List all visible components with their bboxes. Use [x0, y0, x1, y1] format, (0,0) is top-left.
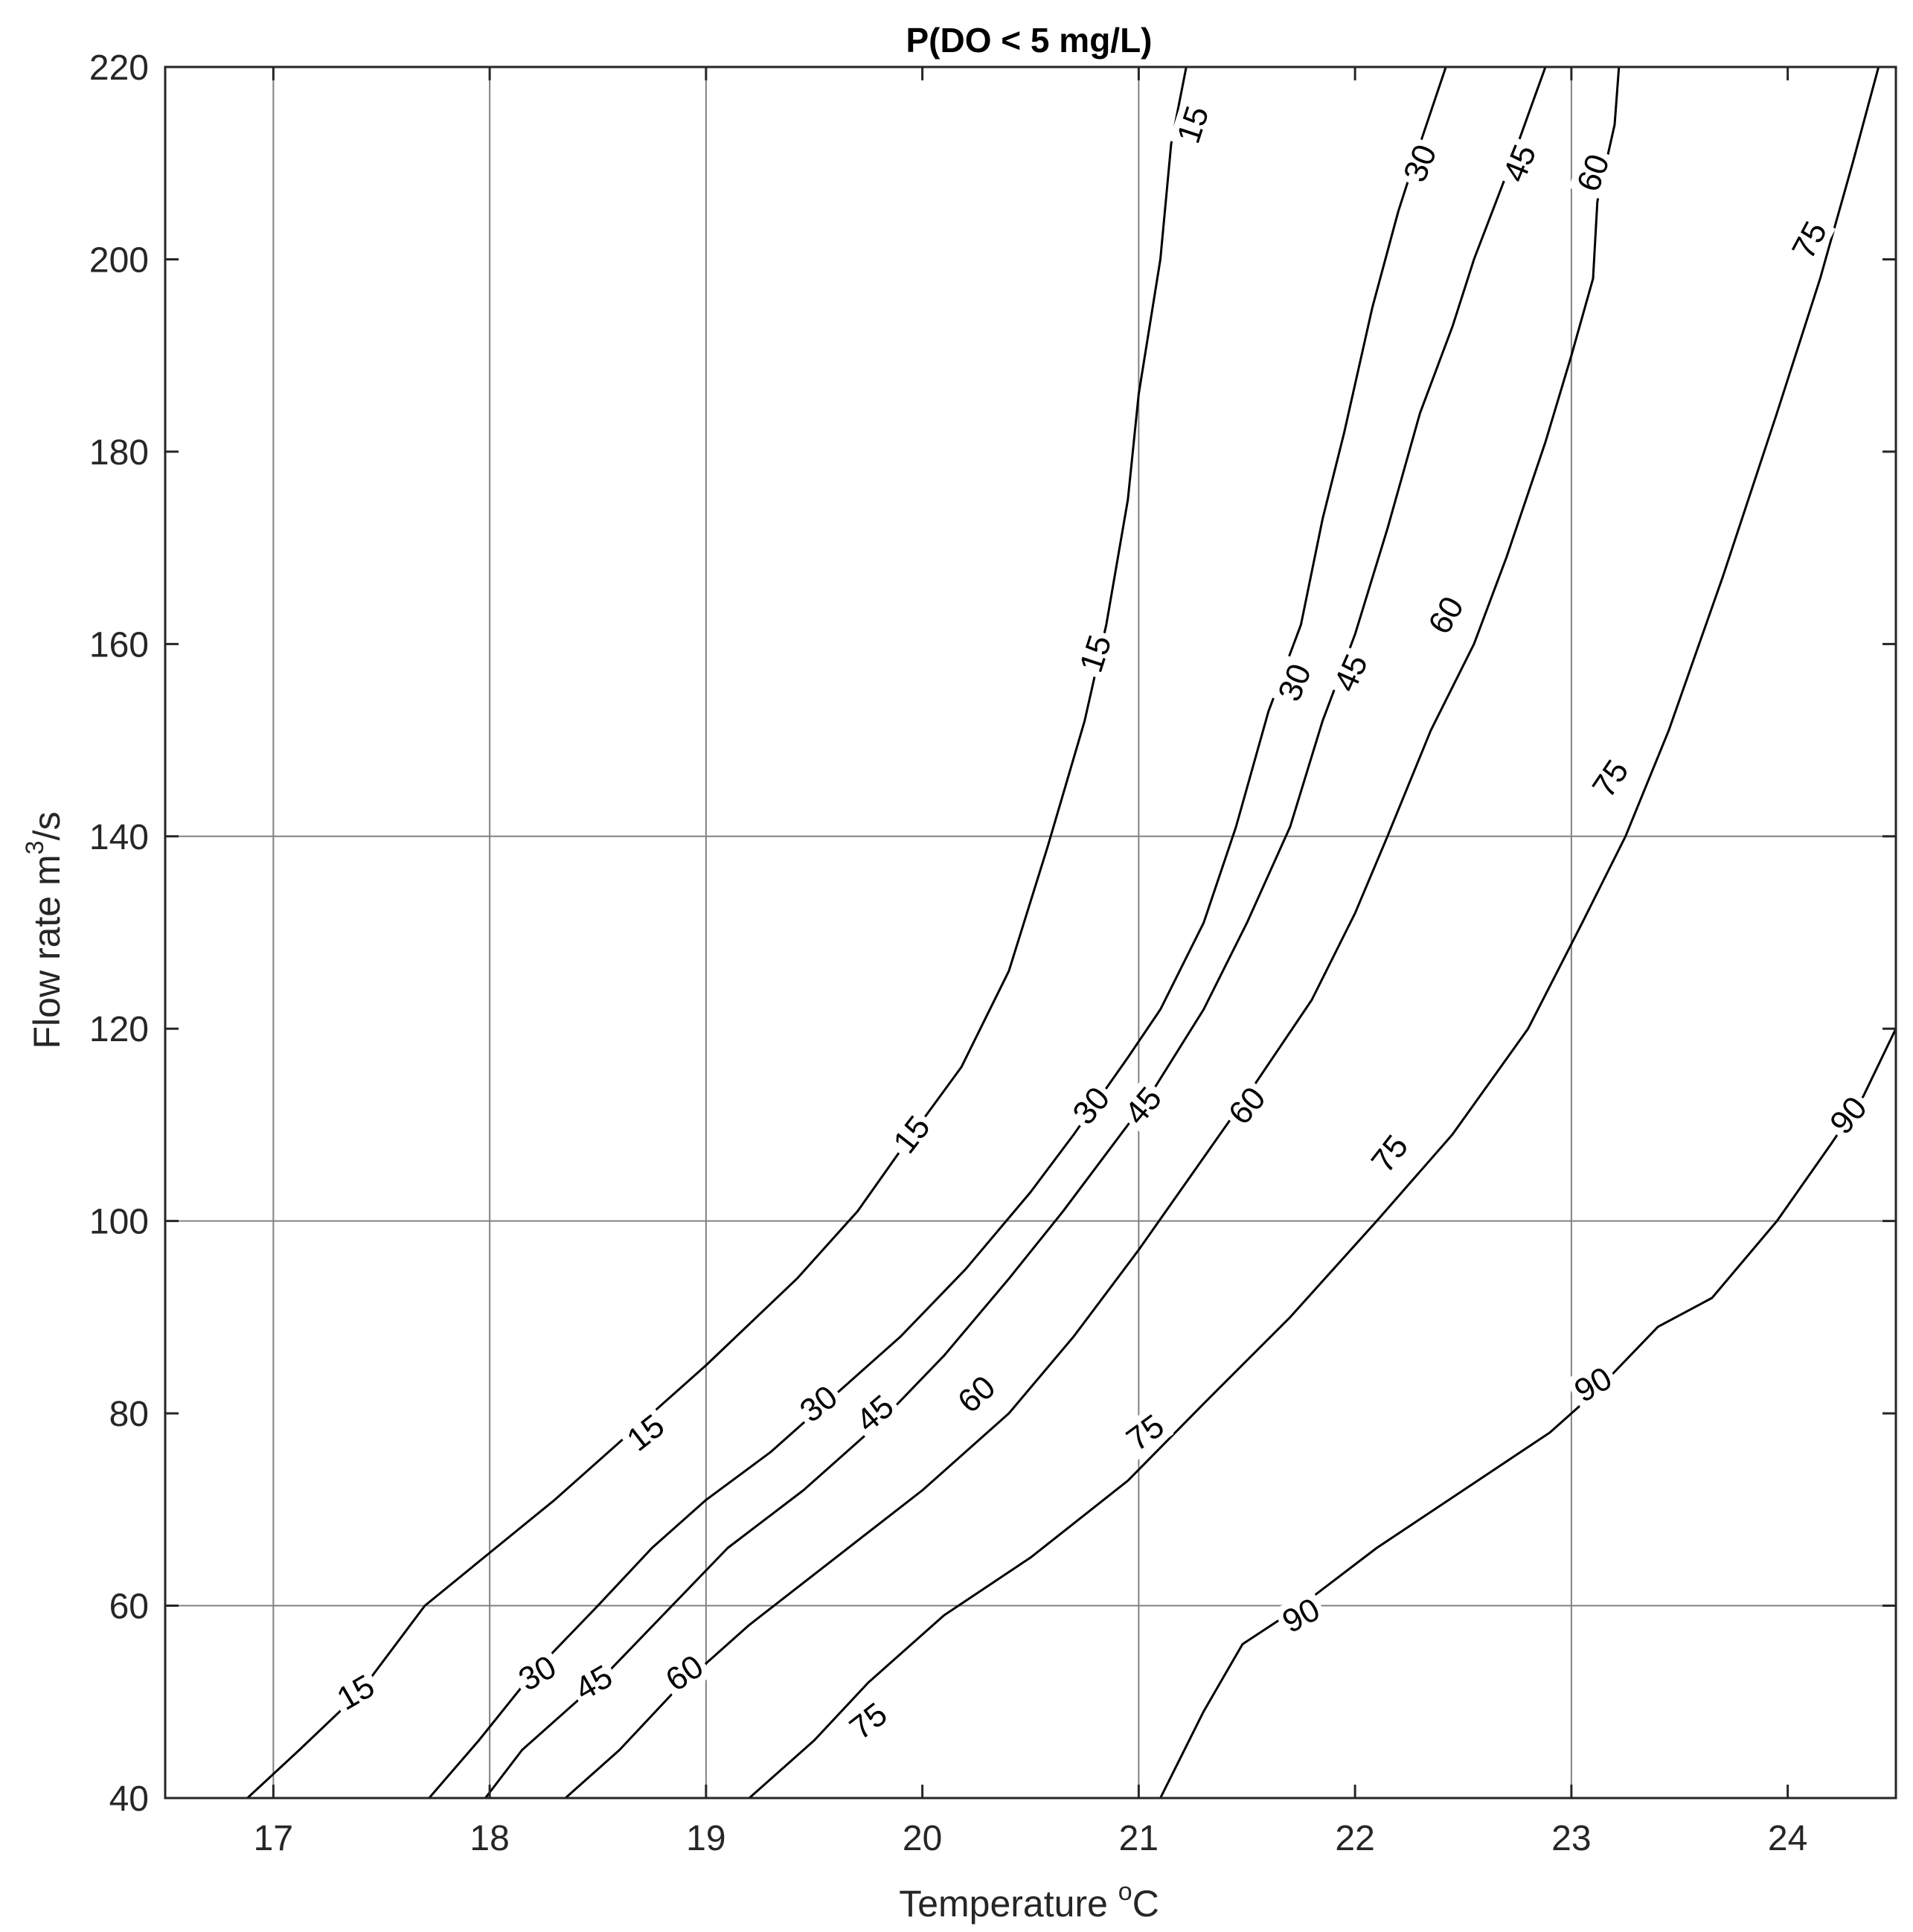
x-tick-label: 23: [1551, 1819, 1591, 1858]
contour-labels: 1515151515303030303045454545456060606060…: [327, 97, 1877, 1749]
contour-label-background: [327, 1666, 384, 1719]
axis-ticks: 17 18 19 20 21 22 23 24 40 60 80 100 120 140 160 180 200…: [89, 48, 1896, 1858]
contour-label-background: [1169, 97, 1217, 152]
x-tick-label: 20: [903, 1819, 942, 1858]
x-tick-label: 18: [470, 1819, 509, 1858]
contour-label-background: [883, 1105, 940, 1163]
contour-label-background: [846, 1385, 904, 1442]
contour-label-background: [1394, 135, 1445, 191]
contour-label-background: [1063, 1077, 1120, 1135]
contour-line-75: [749, 66, 1880, 1800]
contour-line-90: [1159, 1028, 1897, 1799]
contour-label-background: [839, 1693, 897, 1749]
x-axis-label-superscript: o: [1118, 1878, 1132, 1906]
contour-label-background: [1820, 1087, 1877, 1144]
x-tick-label: 22: [1335, 1819, 1374, 1858]
contour-label-background: [1325, 644, 1377, 701]
contour-label-background: [1583, 749, 1638, 807]
x-axis-label-text: Temperature: [899, 1883, 1118, 1925]
contour-label-background: [565, 1656, 622, 1709]
x-axis-label-unit: C: [1132, 1883, 1159, 1925]
y-tick-label: 140: [89, 818, 149, 857]
plot-frame: [164, 65, 1897, 1800]
y-tick-label: 180: [89, 433, 149, 473]
y-tick-label: 120: [89, 1010, 149, 1049]
y-tick-label: 80: [109, 1395, 149, 1434]
contour-label-background: [1568, 145, 1618, 200]
contour-label-background: [1362, 1125, 1417, 1183]
contour-label-background: [1071, 627, 1120, 681]
y-tick-label: 40: [109, 1779, 149, 1819]
y-axis-label: Flow rate m3/s: [21, 812, 68, 1049]
contour-label-background: [947, 1366, 1005, 1423]
contour-label-background: [656, 1645, 714, 1701]
contour-label-background: [1419, 586, 1473, 644]
y-axis-label-unit: /s: [26, 812, 68, 841]
contour-label-background: [1219, 1077, 1275, 1135]
y-tick-label: 100: [89, 1203, 149, 1242]
y-tick-label: 220: [89, 48, 149, 88]
contour-line-60: [564, 66, 1621, 1800]
contour-label-background: [1783, 211, 1836, 269]
x-axis-label: Temperature oC: [899, 1878, 1159, 1925]
contour-label-background: [1494, 135, 1545, 191]
x-tick-label: 19: [686, 1819, 725, 1858]
y-axis-label-superscript: 3: [21, 840, 49, 854]
x-tick-label: 21: [1119, 1819, 1159, 1858]
contour-label-background: [789, 1375, 847, 1432]
y-tick-label: 160: [89, 625, 149, 665]
chart-title: P(DO < 5 mg/L): [906, 21, 1153, 60]
contour-label-background: [1116, 1404, 1174, 1461]
x-tick-label: 24: [1768, 1819, 1807, 1858]
contour-label-background: [509, 1646, 566, 1700]
contour-label-background: [617, 1404, 674, 1461]
y-axis-label-text: Flow rate m: [26, 854, 68, 1049]
x-tick-label: 17: [254, 1819, 293, 1858]
y-tick-label: 60: [109, 1587, 149, 1627]
contour-label-60: 60: [1568, 145, 1618, 200]
contour-label-background: [1272, 1589, 1330, 1642]
contour-line-45: [484, 66, 1547, 1799]
contour-label-background: [1115, 1077, 1171, 1135]
contour-label-background: [1269, 655, 1320, 710]
contour-label-background: [1565, 1357, 1621, 1412]
y-tick-label: 200: [89, 240, 149, 280]
